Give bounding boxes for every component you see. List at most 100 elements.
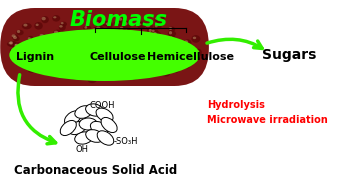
Ellipse shape (114, 21, 123, 26)
Text: Carbonaceous Solid Acid: Carbonaceous Solid Acid (14, 163, 177, 177)
Ellipse shape (131, 74, 134, 78)
Ellipse shape (165, 65, 168, 67)
Ellipse shape (179, 58, 183, 61)
Ellipse shape (154, 40, 157, 44)
Ellipse shape (62, 38, 69, 44)
Ellipse shape (178, 46, 187, 52)
Ellipse shape (29, 45, 34, 47)
Ellipse shape (115, 39, 119, 42)
Ellipse shape (64, 48, 71, 56)
Ellipse shape (81, 70, 90, 76)
Ellipse shape (60, 22, 67, 27)
Ellipse shape (79, 118, 97, 130)
Ellipse shape (151, 63, 155, 67)
Ellipse shape (169, 35, 176, 42)
Ellipse shape (152, 31, 161, 38)
Ellipse shape (27, 52, 31, 56)
Text: Hemicellulose: Hemicellulose (147, 52, 234, 62)
Ellipse shape (36, 24, 39, 26)
Ellipse shape (171, 65, 175, 67)
Ellipse shape (118, 37, 128, 43)
Ellipse shape (130, 32, 134, 35)
Ellipse shape (137, 21, 145, 29)
Ellipse shape (185, 40, 188, 44)
Ellipse shape (80, 55, 89, 62)
Ellipse shape (22, 23, 32, 29)
Ellipse shape (129, 66, 132, 68)
Ellipse shape (69, 72, 75, 79)
Ellipse shape (133, 43, 137, 46)
Ellipse shape (132, 39, 135, 42)
Ellipse shape (149, 46, 156, 53)
Ellipse shape (19, 50, 25, 57)
Ellipse shape (13, 36, 20, 41)
Ellipse shape (130, 74, 138, 80)
Ellipse shape (160, 71, 169, 76)
Ellipse shape (95, 46, 98, 49)
Ellipse shape (53, 16, 57, 18)
Ellipse shape (154, 24, 162, 29)
Ellipse shape (68, 47, 73, 50)
Ellipse shape (95, 20, 102, 28)
Ellipse shape (193, 52, 197, 56)
Ellipse shape (105, 65, 109, 67)
Ellipse shape (55, 32, 62, 39)
Ellipse shape (16, 30, 24, 35)
Ellipse shape (122, 64, 125, 67)
Text: Biomass: Biomass (69, 10, 167, 30)
Ellipse shape (58, 54, 67, 61)
Ellipse shape (104, 31, 113, 38)
Ellipse shape (181, 61, 190, 69)
Ellipse shape (147, 29, 156, 34)
Ellipse shape (67, 46, 76, 53)
Ellipse shape (142, 60, 149, 65)
Ellipse shape (179, 56, 186, 64)
Ellipse shape (89, 77, 93, 80)
Ellipse shape (15, 44, 19, 46)
Ellipse shape (96, 28, 103, 35)
Ellipse shape (63, 72, 68, 75)
Ellipse shape (149, 29, 152, 32)
Ellipse shape (23, 24, 27, 27)
Ellipse shape (97, 39, 104, 45)
Ellipse shape (183, 63, 186, 65)
Ellipse shape (86, 44, 92, 52)
Ellipse shape (52, 32, 59, 39)
Ellipse shape (16, 51, 23, 59)
Ellipse shape (195, 50, 199, 53)
Ellipse shape (60, 67, 64, 70)
Ellipse shape (13, 44, 21, 49)
Ellipse shape (92, 52, 97, 54)
Ellipse shape (146, 59, 155, 66)
Ellipse shape (154, 69, 157, 71)
Ellipse shape (123, 21, 132, 29)
Ellipse shape (157, 17, 161, 20)
Ellipse shape (16, 53, 20, 55)
Ellipse shape (96, 108, 113, 122)
Ellipse shape (164, 64, 172, 70)
Ellipse shape (157, 50, 166, 57)
Ellipse shape (69, 36, 71, 39)
Ellipse shape (97, 131, 114, 145)
Ellipse shape (16, 51, 20, 53)
Ellipse shape (10, 48, 19, 53)
Ellipse shape (39, 34, 44, 37)
Ellipse shape (28, 44, 37, 51)
Ellipse shape (164, 63, 171, 70)
Ellipse shape (64, 50, 68, 53)
Ellipse shape (71, 74, 75, 78)
Ellipse shape (32, 52, 35, 55)
Ellipse shape (144, 42, 147, 45)
Text: Hydrolysis: Hydrolysis (207, 100, 265, 110)
Ellipse shape (44, 36, 47, 40)
Ellipse shape (75, 132, 93, 144)
Ellipse shape (91, 121, 108, 135)
Ellipse shape (81, 56, 85, 60)
Ellipse shape (70, 74, 78, 80)
Ellipse shape (34, 22, 43, 30)
Ellipse shape (81, 39, 87, 44)
Ellipse shape (60, 120, 76, 136)
Ellipse shape (195, 49, 202, 57)
Ellipse shape (191, 35, 200, 43)
Ellipse shape (28, 68, 33, 71)
